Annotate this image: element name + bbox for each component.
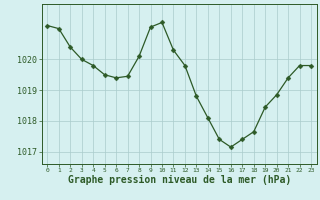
X-axis label: Graphe pression niveau de la mer (hPa): Graphe pression niveau de la mer (hPa) — [68, 175, 291, 185]
